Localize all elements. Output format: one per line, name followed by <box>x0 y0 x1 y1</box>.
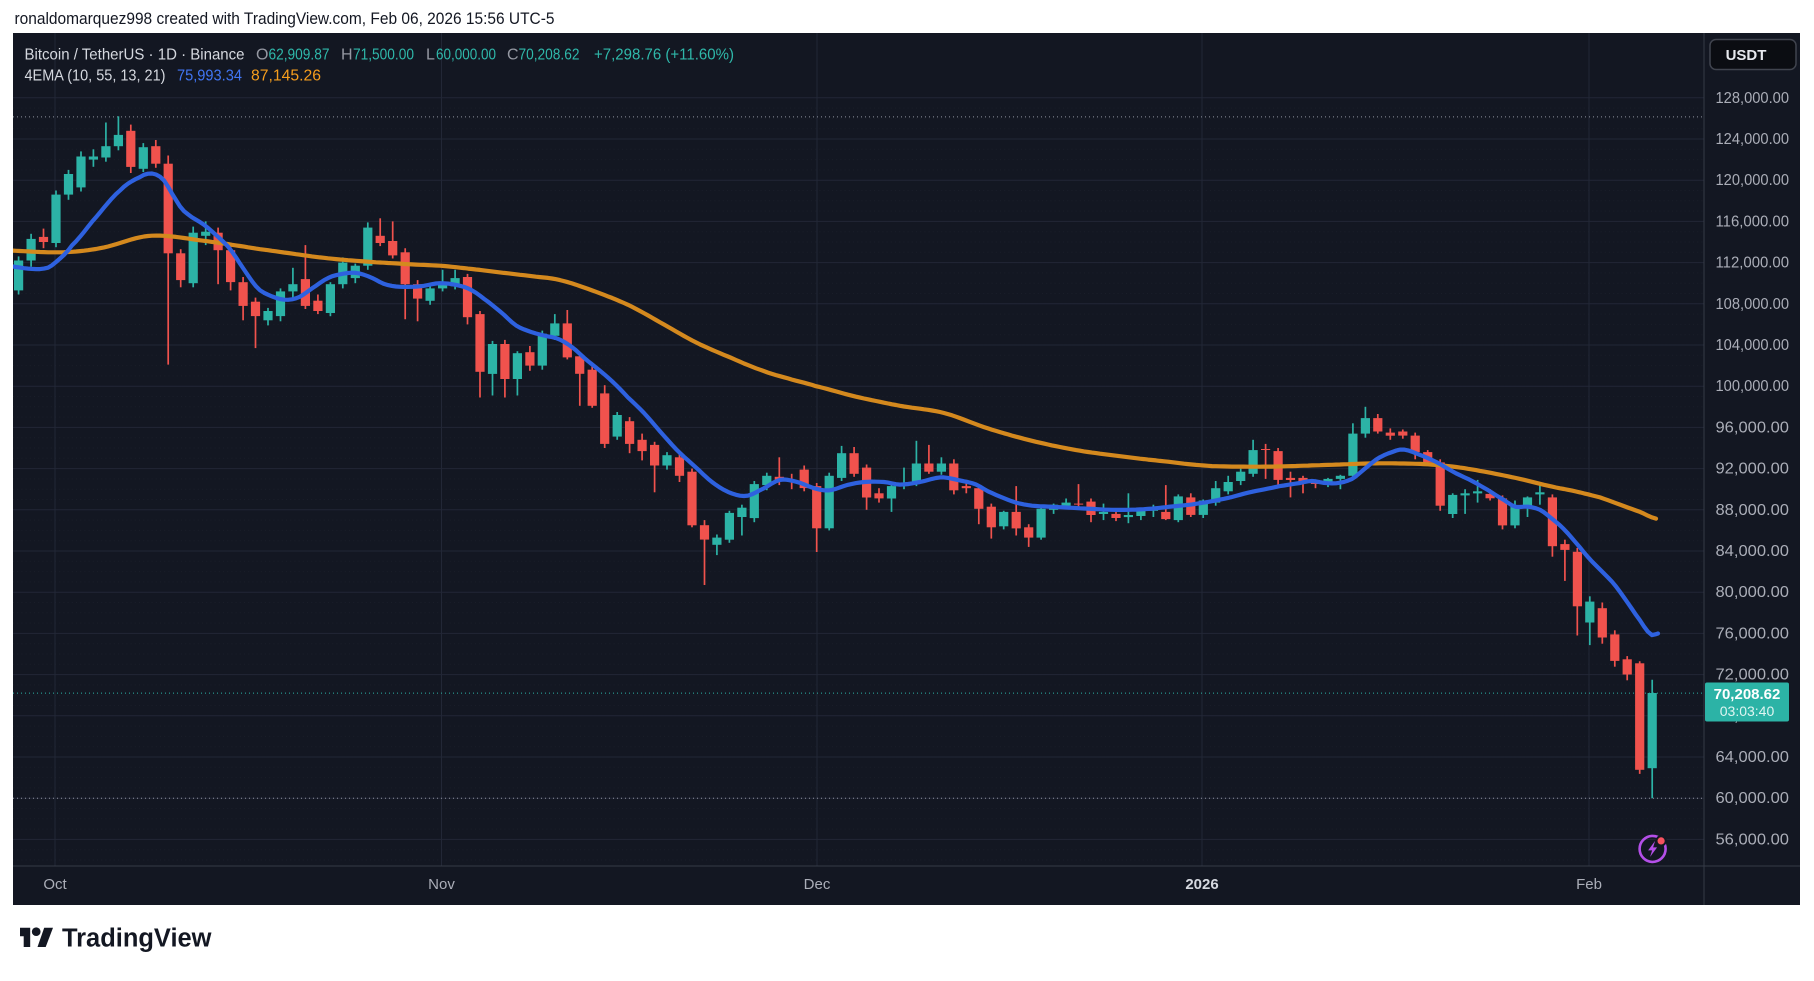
svg-text:C: C <box>507 47 519 64</box>
svg-text:124,000.00: 124,000.00 <box>1716 131 1790 148</box>
svg-text:Oct: Oct <box>43 876 67 893</box>
svg-text:Nov: Nov <box>428 876 455 893</box>
svg-text:88,000.00: 88,000.00 <box>1716 502 1790 519</box>
svg-text:72,000.00: 72,000.00 <box>1716 667 1790 684</box>
svg-text:4EMA (10, 55, 13, 21): 4EMA (10, 55, 13, 21) <box>25 68 166 85</box>
svg-text:64,000.00: 64,000.00 <box>1716 749 1790 766</box>
svg-text:92,000.00: 92,000.00 <box>1716 461 1790 478</box>
svg-text:62,909.87: 62,909.87 <box>269 47 330 64</box>
svg-text:H: H <box>341 47 353 64</box>
svg-text:120,000.00: 120,000.00 <box>1716 172 1790 189</box>
svg-text:96,000.00: 96,000.00 <box>1716 419 1790 436</box>
svg-text:L: L <box>426 47 435 64</box>
svg-text:75,993.34: 75,993.34 <box>177 68 242 85</box>
svg-text:84,000.00: 84,000.00 <box>1716 543 1790 560</box>
svg-text:ronaldomarquez998 created with: ronaldomarquez998 created with TradingVi… <box>15 9 555 28</box>
svg-text:128,000.00: 128,000.00 <box>1716 90 1790 107</box>
svg-text:112,000.00: 112,000.00 <box>1716 255 1790 272</box>
svg-text:87,145.26: 87,145.26 <box>251 68 321 85</box>
svg-text:108,000.00: 108,000.00 <box>1716 296 1790 313</box>
svg-text:80,000.00: 80,000.00 <box>1716 584 1790 601</box>
svg-text:+7,298.76 (+11.60%): +7,298.76 (+11.60%) <box>594 47 734 64</box>
svg-text:71,500.00: 71,500.00 <box>353 47 414 64</box>
svg-text:2026: 2026 <box>1185 876 1218 893</box>
svg-text:76,000.00: 76,000.00 <box>1716 625 1790 642</box>
svg-text:O: O <box>256 47 268 64</box>
svg-text:USDT: USDT <box>1726 47 1767 64</box>
svg-text:60,000.00: 60,000.00 <box>436 47 496 64</box>
svg-text:100,000.00: 100,000.00 <box>1716 378 1790 395</box>
svg-text:70,208.62: 70,208.62 <box>519 47 580 64</box>
svg-text:TradingView: TradingView <box>62 925 212 953</box>
svg-text:Bitcoin / TetherUS · 1D · Bina: Bitcoin / TetherUS · 1D · Binance <box>25 47 245 64</box>
svg-text:70,208.62: 70,208.62 <box>1714 686 1781 703</box>
svg-text:104,000.00: 104,000.00 <box>1716 337 1790 354</box>
svg-text:116,000.00: 116,000.00 <box>1716 213 1790 230</box>
svg-text:60,000.00: 60,000.00 <box>1716 790 1790 807</box>
svg-text:Feb: Feb <box>1576 876 1602 893</box>
svg-text:56,000.00: 56,000.00 <box>1716 831 1790 848</box>
svg-text:Dec: Dec <box>804 876 831 893</box>
svg-text:03:03:40: 03:03:40 <box>1720 703 1775 719</box>
